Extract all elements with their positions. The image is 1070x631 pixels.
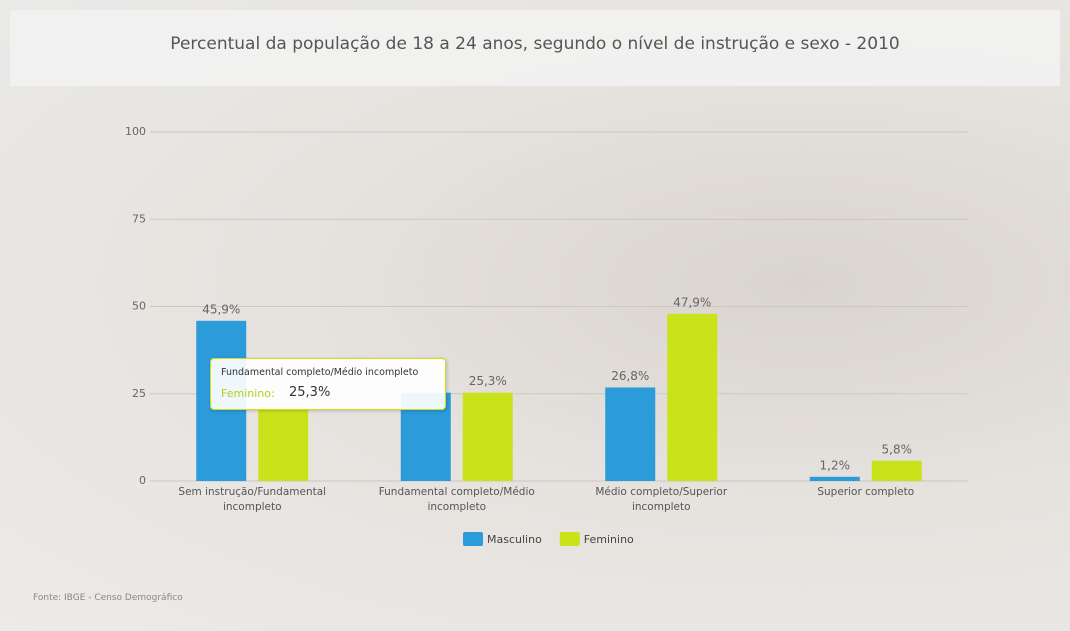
data-label: 1,2%: [820, 458, 851, 472]
tooltip-title: Fundamental completo/Médio incompleto: [221, 367, 418, 378]
y-tick-label: 50: [132, 300, 146, 313]
y-tick-label: 100: [125, 125, 146, 138]
data-label: 47,9%: [673, 295, 711, 309]
x-tick-label: Sem instrução/Fundamental incompleto: [162, 485, 342, 515]
chart: Percentual da população de 18 a 24 anos,…: [0, 0, 1070, 631]
bar: [872, 461, 922, 481]
y-tick-label: 25: [132, 387, 146, 400]
bar: [463, 393, 513, 481]
tooltip-label: Feminino:: [221, 387, 275, 400]
source: Fonte: IBGE - Censo Demográfico: [33, 593, 183, 603]
legend-swatch: [560, 532, 580, 546]
bar: [667, 314, 717, 481]
plot: 0 25 50 75 100 45,9% 25,3% 26,8% 47,9% 1,2% 5,8% Ma…: [0, 0, 1070, 631]
legend-swatch: [463, 532, 483, 546]
bar: [810, 477, 860, 481]
x-tick-label: Médio completo/Superior incompleto: [571, 485, 751, 515]
data-label: 45,9%: [202, 302, 240, 316]
y-tick-label: 75: [132, 212, 146, 225]
tooltip-value: 25,3%: [289, 385, 330, 400]
data-label: 25,3%: [469, 374, 507, 388]
bar: [605, 387, 655, 481]
y-tick-label: 0: [139, 474, 146, 487]
legend-label: Feminino: [584, 533, 634, 546]
legend-label: Masculino: [487, 533, 542, 546]
data-label: 5,8%: [882, 442, 913, 456]
data-label: 26,8%: [611, 369, 649, 383]
x-tick-label: Fundamental completo/Médio incompleto: [367, 485, 547, 515]
bar: [258, 409, 308, 481]
tooltip: Fundamental completo/Médio incompleto Fe…: [210, 358, 446, 410]
x-tick-label: Superior completo: [776, 485, 956, 500]
